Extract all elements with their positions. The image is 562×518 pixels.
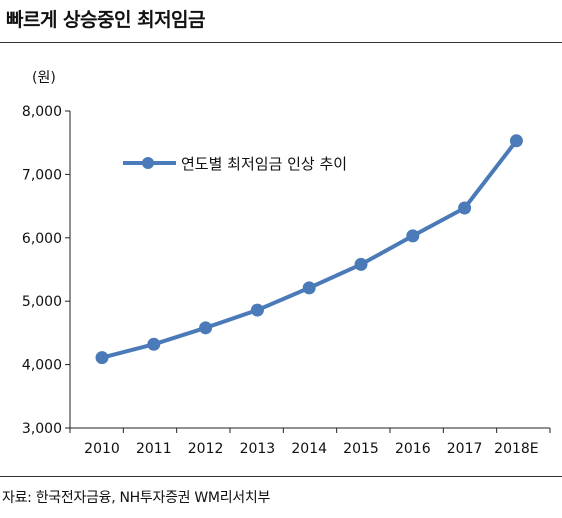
- x-axis: 2010 2011 2012 2013 2014 2015 2016 2017 2018E: [69, 427, 551, 457]
- y-tick-label: 4,000: [22, 358, 62, 374]
- legend: 연도별 최저임금 인상 추이: [123, 155, 347, 173]
- series-line: [101, 139, 518, 360]
- x-tick-label: 2010: [84, 441, 120, 457]
- y-tick-label: 5,000: [22, 294, 62, 310]
- legend-label: 연도별 최저임금 인상 추이: [181, 155, 347, 173]
- y-unit-label: (원): [32, 70, 56, 86]
- source-divider: [0, 476, 562, 477]
- data-point: [199, 321, 213, 335]
- data-point: [147, 337, 161, 351]
- data-point: [250, 303, 264, 317]
- x-tick-label: 2018E: [494, 441, 538, 457]
- x-tick-label: 2017: [447, 441, 483, 457]
- y-axis: 3,000 4,000 5,000 6,000 7,000 8,000: [22, 104, 71, 437]
- source-note: 자료: 한국전자금융, NH투자증권 WM리서치부: [2, 490, 271, 506]
- data-point: [302, 281, 316, 295]
- x-tick-label: 2013: [240, 441, 276, 457]
- chart-title: 빠르게 상승중인 최저임금: [6, 9, 206, 31]
- legend-marker: [142, 157, 154, 169]
- data-point: [406, 229, 420, 243]
- data-point: [509, 134, 523, 148]
- y-tick-label: 6,000: [22, 231, 62, 247]
- data-point: [95, 351, 109, 365]
- data-point: [354, 257, 368, 271]
- y-tick-label: 3,000: [22, 421, 62, 437]
- x-tick-label: 2011: [136, 441, 172, 457]
- y-tick-label: 8,000: [22, 104, 62, 120]
- data-point: [458, 201, 472, 215]
- y-tick-label: 7,000: [22, 167, 62, 183]
- title-divider: [0, 42, 562, 43]
- series-line-group: [95, 134, 523, 365]
- x-tick-label: 2015: [343, 441, 379, 457]
- x-tick-label: 2014: [291, 441, 327, 457]
- x-tick-label: 2012: [188, 441, 224, 457]
- x-tick-label: 2016: [395, 441, 431, 457]
